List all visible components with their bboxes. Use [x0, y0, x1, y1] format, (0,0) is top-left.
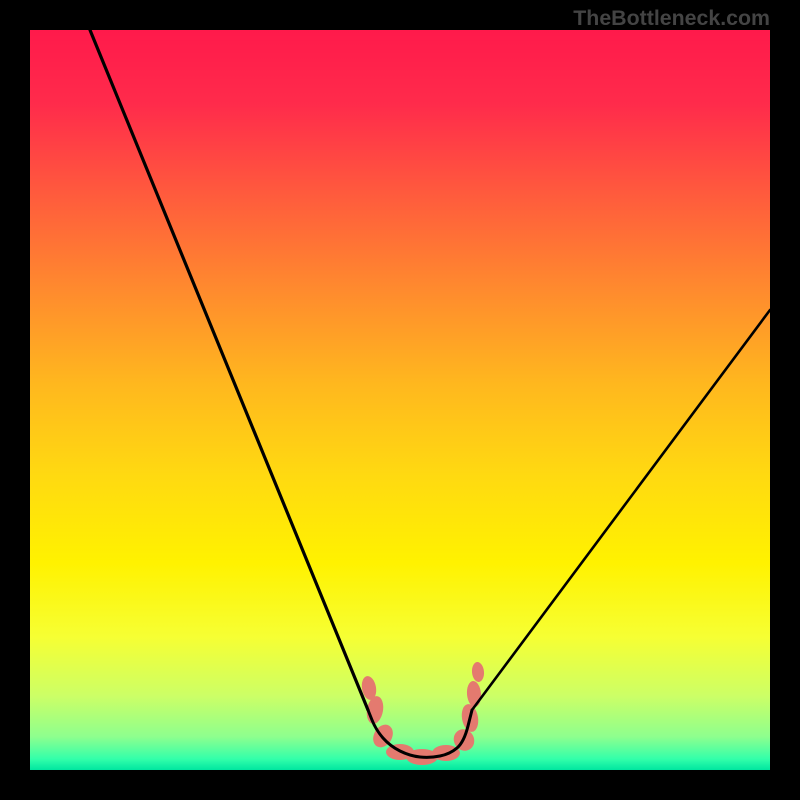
valley-marker-group [360, 662, 485, 765]
valley-marker [466, 680, 482, 707]
plot-area [30, 30, 770, 770]
watermark-text: TheBottleneck.com [573, 6, 770, 31]
curve-right [472, 310, 770, 710]
bottleneck-curve [90, 30, 770, 757]
curve-left [90, 30, 368, 710]
stage: TheBottleneck.com [0, 0, 800, 800]
chart-svg [30, 30, 770, 770]
valley-marker [471, 662, 485, 683]
